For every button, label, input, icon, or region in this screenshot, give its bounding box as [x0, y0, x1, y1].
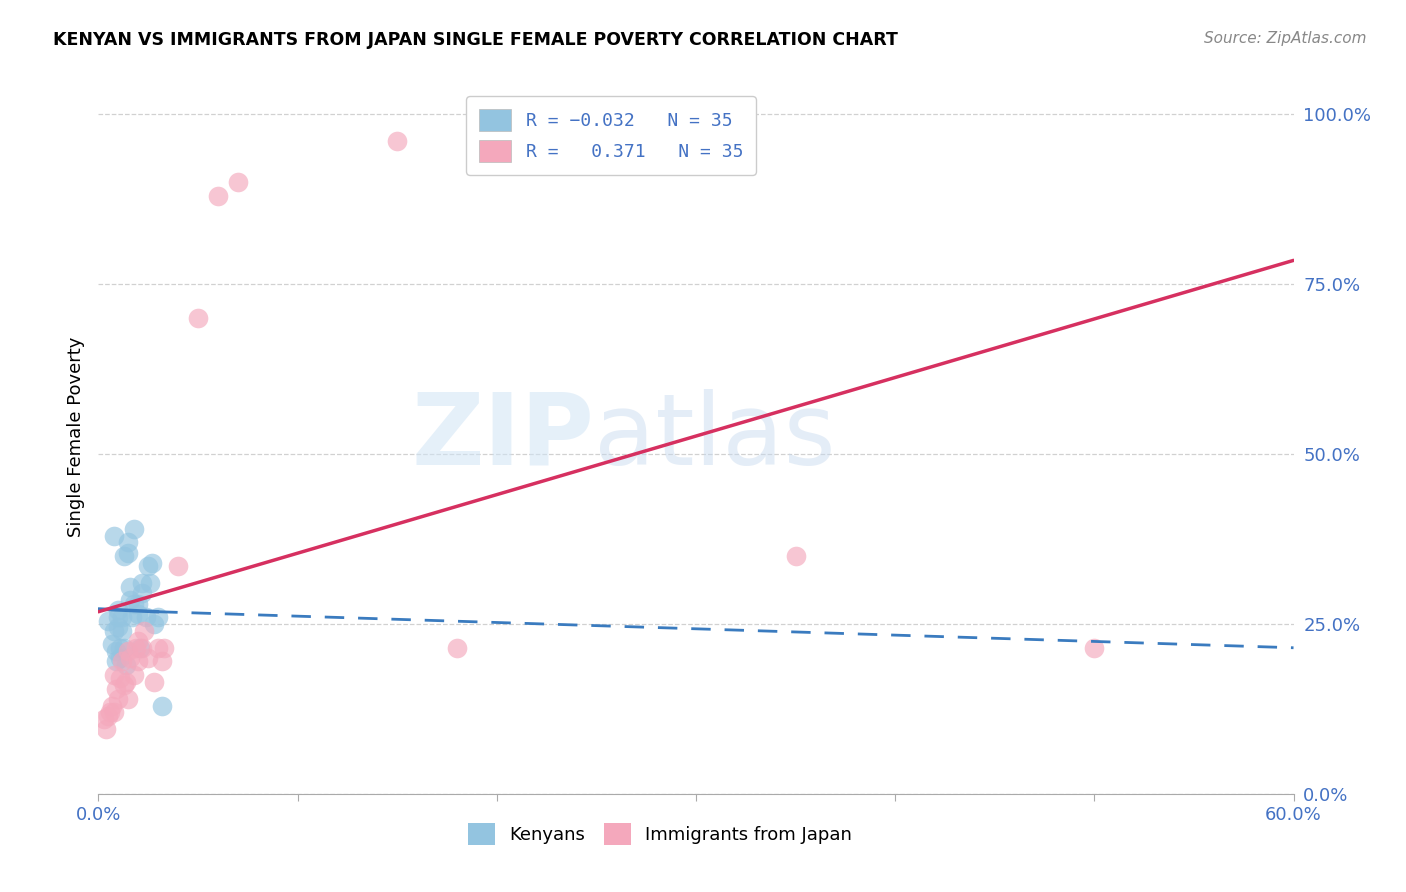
Point: [107, 603, 129, 617]
Point: [98, 706, 122, 720]
Point: [97, 708, 120, 723]
Point: [105, 644, 128, 658]
Point: [131, 640, 153, 655]
Point: [150, 698, 173, 713]
Point: [127, 634, 149, 648]
Point: [167, 559, 190, 574]
Point: [127, 654, 149, 668]
Point: [120, 651, 142, 665]
Point: [124, 668, 146, 682]
Point: [148, 610, 170, 624]
Point: [110, 671, 132, 685]
Point: [136, 559, 159, 574]
Point: [136, 651, 159, 665]
Point: [131, 576, 153, 591]
Point: [187, 311, 209, 326]
Point: [101, 698, 124, 713]
Point: [105, 654, 128, 668]
Point: [107, 620, 129, 634]
Text: ZIP: ZIP: [412, 389, 595, 485]
Point: [785, 549, 807, 563]
Point: [111, 654, 134, 668]
Point: [103, 668, 125, 682]
Point: [446, 640, 468, 655]
Point: [110, 640, 132, 655]
Point: [120, 580, 142, 594]
Point: [207, 189, 229, 203]
Point: [120, 593, 142, 607]
Point: [112, 640, 135, 655]
Point: [134, 624, 156, 638]
Point: [115, 657, 138, 672]
Point: [129, 640, 152, 655]
Point: [103, 528, 125, 542]
Point: [112, 678, 135, 692]
Point: [139, 576, 162, 591]
Point: [103, 624, 125, 638]
Point: [101, 637, 124, 651]
Point: [135, 610, 157, 624]
Point: [124, 522, 146, 536]
Point: [111, 624, 134, 638]
Point: [103, 706, 125, 720]
Point: [143, 617, 166, 632]
Legend: Kenyans, Immigrants from Japan: Kenyans, Immigrants from Japan: [457, 813, 863, 856]
Point: [107, 691, 129, 706]
Point: [105, 681, 128, 696]
Point: [111, 610, 134, 624]
Text: Source: ZipAtlas.com: Source: ZipAtlas.com: [1204, 31, 1367, 46]
Point: [124, 597, 146, 611]
Point: [150, 654, 173, 668]
Point: [110, 651, 132, 665]
Point: [96, 723, 118, 737]
Point: [153, 640, 176, 655]
Point: [107, 610, 129, 624]
Point: [97, 614, 120, 628]
Point: [117, 535, 139, 549]
Point: [93, 712, 115, 726]
Point: [385, 135, 409, 149]
Point: [1083, 640, 1105, 655]
Point: [127, 607, 149, 621]
Point: [117, 691, 139, 706]
Y-axis label: Single Female Poverty: Single Female Poverty: [66, 337, 84, 537]
Point: [226, 175, 249, 189]
Point: [115, 674, 138, 689]
Point: [131, 586, 153, 600]
Point: [117, 546, 139, 560]
Point: [117, 644, 139, 658]
Point: [148, 640, 170, 655]
Point: [121, 610, 143, 624]
Point: [125, 640, 148, 655]
Text: atlas: atlas: [595, 389, 837, 485]
Point: [143, 674, 166, 689]
Point: [141, 556, 163, 570]
Text: KENYAN VS IMMIGRANTS FROM JAPAN SINGLE FEMALE POVERTY CORRELATION CHART: KENYAN VS IMMIGRANTS FROM JAPAN SINGLE F…: [53, 31, 898, 49]
Point: [127, 597, 149, 611]
Point: [112, 549, 135, 563]
